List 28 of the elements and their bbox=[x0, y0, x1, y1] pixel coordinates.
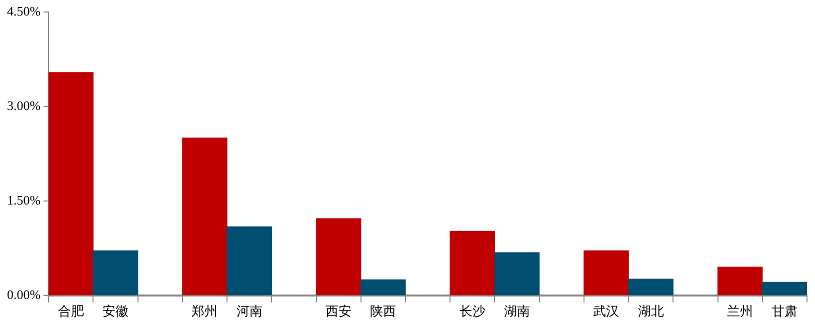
x-tick-label: 河南 bbox=[236, 304, 262, 319]
bar bbox=[360, 279, 406, 296]
bar bbox=[92, 250, 138, 296]
y-tick-label: 1.50% bbox=[6, 192, 41, 208]
bar bbox=[717, 266, 763, 296]
x-tick-label: 兰州 bbox=[727, 304, 754, 319]
x-tick-label: 郑州 bbox=[192, 304, 218, 319]
x-tick-label: 武汉 bbox=[593, 304, 620, 319]
bar bbox=[48, 72, 94, 296]
y-tick-label: 0.00% bbox=[6, 286, 41, 302]
x-tick-label: 陕西 bbox=[370, 304, 396, 319]
x-tick-label: 合肥 bbox=[58, 304, 84, 319]
bar bbox=[450, 230, 496, 296]
y-tick-label: 4.50% bbox=[6, 3, 41, 18]
x-tick-label: 安徽 bbox=[102, 304, 128, 319]
x-tick-label: 湖北 bbox=[638, 304, 664, 319]
y-tick-label: 3.00% bbox=[6, 98, 41, 113]
bar bbox=[182, 138, 228, 296]
bar bbox=[316, 218, 362, 296]
bar bbox=[494, 252, 540, 296]
x-tick-label: 西安 bbox=[326, 304, 352, 319]
bar bbox=[584, 250, 629, 296]
x-tick-label: 甘肃 bbox=[772, 304, 798, 319]
bar bbox=[226, 226, 272, 296]
bar bbox=[628, 278, 674, 296]
bar bbox=[762, 282, 807, 296]
x-tick-label: 湖南 bbox=[504, 304, 530, 319]
x-tick-label: 长沙 bbox=[459, 304, 486, 319]
